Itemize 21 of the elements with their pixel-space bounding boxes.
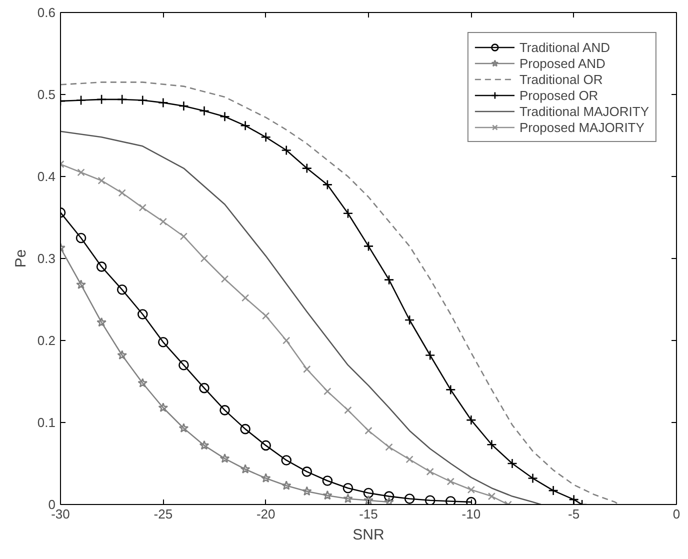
x-axis-title: SNR bbox=[352, 526, 384, 544]
y-tick-label: 0.5 bbox=[37, 87, 56, 102]
x-tick-label: -15 bbox=[359, 506, 378, 522]
y-tick-label: 0.6 bbox=[37, 5, 56, 20]
x-tick-label: 0 bbox=[672, 506, 680, 522]
x-tick-label: -5 bbox=[568, 506, 580, 522]
x-tick-label: -25 bbox=[154, 506, 173, 522]
x-tick-label: -10 bbox=[462, 506, 481, 522]
x-tick-label: -20 bbox=[256, 506, 276, 522]
legend-label: Traditional MAJORITY bbox=[519, 103, 649, 119]
y-tick-label: 0.2 bbox=[37, 333, 56, 348]
legend-label: Traditional OR bbox=[519, 71, 603, 87]
y-axis-title: Pe bbox=[12, 249, 30, 268]
legend-label: Proposed OR bbox=[519, 87, 598, 103]
y-tick-label: 0.3 bbox=[37, 251, 56, 266]
y-tick-label: 0.4 bbox=[37, 169, 56, 184]
legend-label: Proposed MAJORITY bbox=[519, 119, 644, 135]
legend-label: Traditional AND bbox=[519, 39, 610, 55]
y-tick-label: 0.1 bbox=[37, 415, 56, 430]
y-tick-label: 0 bbox=[48, 497, 56, 512]
legend-label: Proposed AND bbox=[519, 55, 606, 71]
